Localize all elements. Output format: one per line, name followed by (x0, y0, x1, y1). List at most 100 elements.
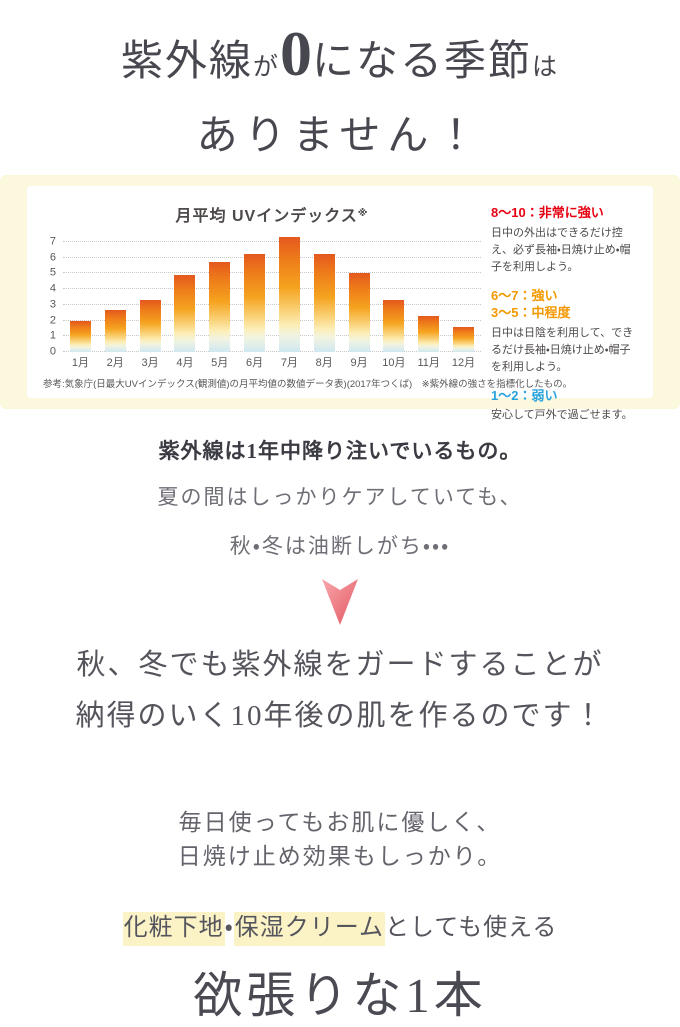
gentle-text: 毎日使ってもお肌に優しく、 日焼け止め効果もしっかり。 (0, 806, 680, 875)
chart-x-axis: 1月 2月 3月 4月 5月 6月 7月 8月 9月 10月 11月 12月 (63, 355, 481, 371)
chart-footnote: 参考:気象庁(日最大UVインデックス(観測値)の月平均値の数値データ表)(201… (43, 379, 573, 390)
bar-7月 (278, 237, 300, 352)
chart-plot-area: 0 1 2 3 4 5 6 7 (41, 234, 481, 357)
headline-zero: 0 (280, 18, 312, 89)
bar-11月 (418, 315, 440, 352)
uv-index-legend: 8～10：非常に強い 日中の外出はできるだけ控え、必ず長袖・日焼け止め・帽子を利… (481, 200, 637, 421)
usage-highlight-cream: 保湿クリーム (233, 911, 386, 946)
bar-slot (411, 234, 446, 352)
y-tick-label: 2 (49, 314, 56, 327)
x-tick-label: 9月 (350, 357, 368, 369)
headline-seg4: になる季節 (312, 39, 533, 85)
page-headline: 紫外線が0になる季節は ありません！ (0, 18, 680, 159)
gridline-6 (63, 256, 481, 258)
y-tick-label: 5 (49, 266, 56, 279)
bar-1月 (69, 320, 91, 352)
legend-item-weak: 1～2：弱い 安心して戸外で過ごせます。 (491, 387, 637, 425)
headline-line2: ありません！ (196, 112, 484, 158)
x-tick-label: 11月 (417, 357, 440, 369)
x-tick-label: 5月 (211, 357, 229, 369)
bar-4月 (174, 274, 196, 352)
uv-chart-band: 月平均 UVインデックス※ 0 1 2 3 4 5 6 7 1月 2月 3月 4月 5月 6月 7月 8月 9… (0, 175, 680, 421)
bar-5月 (209, 262, 231, 352)
claim-text: 秋、冬でも紫外線をガードすることが 納得のいく10年後の肌を作るのです！ (0, 640, 680, 742)
legend-description: 日中は日陰を利用して、できるだけ長袖・日焼け止め・帽子を利用しよう。 (491, 326, 634, 373)
headline-seg1: 紫外線 (120, 39, 253, 85)
bar-slot (237, 234, 272, 352)
x-tick-label: 4月 (176, 357, 194, 369)
gridline-5 (63, 272, 481, 274)
headline-line1: 紫外線が0になる季節は (0, 18, 680, 107)
claim-line2: 納得のいく10年後の肌を作るのです！ (0, 691, 680, 742)
bar-slot (133, 234, 168, 352)
y-tick-label: 0 (49, 345, 56, 358)
bar-slot (272, 234, 307, 352)
uv-chart-card: 月平均 UVインデックス※ 0 1 2 3 4 5 6 7 1月 2月 3月 4月 5月 6月 7月 8月 9… (27, 186, 653, 421)
intro-light-line: 夏の間はしっかりケアしていても、 (157, 485, 523, 509)
bar-slot (98, 234, 133, 352)
intro-text: 紫外線は1年中降り注いでいるもの。 夏の間はしっかりケアしていても、 秋・冬は油… (0, 435, 680, 562)
gridline-7 (63, 240, 481, 242)
headline-seg5: は (532, 54, 560, 81)
intro-light-line: 秋・冬は油断しがち・・・ (229, 533, 451, 558)
closing-headline: 欲張りな1本 (193, 967, 487, 1023)
y-tick-label: 1 (49, 329, 56, 342)
headline-seg2: が (252, 54, 280, 81)
legend-item-strong-moderate: 6～7：強い 3～5：中程度 日中は日陰を利用して、できるだけ長袖・日焼け止め・… (491, 287, 637, 376)
claim-underlined-phrase: 納得のいく10年後の肌 (75, 691, 387, 742)
bar-slot (376, 234, 411, 352)
legend-description: 安心して戸外で過ごせます。 (491, 409, 633, 422)
footnote-mark-icon: ※ (357, 208, 369, 219)
gentle-line1: 毎日使ってもお肌に優しく、 (178, 809, 502, 835)
legend-heading: 8～10：非常に強い (491, 205, 604, 220)
bar-9月 (348, 273, 370, 352)
legend-heading: 1～2：弱い (491, 387, 558, 403)
legend-item-very-strong: 8～10：非常に強い 日中の外出はできるだけ控え、必ず長袖・日焼け止め・帽子を利… (491, 204, 637, 276)
bar-slot (342, 234, 377, 352)
x-tick-label: 6月 (245, 357, 264, 369)
x-tick-label: 10月 (382, 357, 406, 369)
gridline-1 (63, 335, 481, 337)
usage-text: 化粧下地・保湿クリームとしても使える (0, 907, 680, 946)
y-tick-label: 3 (49, 298, 56, 311)
x-tick-label: 3月 (141, 357, 159, 369)
down-arrow-icon (320, 578, 360, 626)
legend-heading: 6～7：強い 3～5：中程度 (491, 287, 571, 321)
gridline-4 (63, 288, 481, 290)
chart-title: 月平均 UVインデックス※ (175, 208, 369, 225)
legend-description: 日中の外出はできるだけ控え、必ず長袖・日焼け止め・帽子を利用しよう。 (491, 226, 631, 273)
gridline-3 (63, 303, 481, 305)
x-tick-label: 1月 (71, 357, 89, 369)
intro-bold-line: 紫外線は1年中降り注いでいるもの。 (158, 439, 522, 463)
claim-line1: 秋、冬でも紫外線をガードすることが (76, 649, 604, 682)
y-tick-label: 6 (49, 251, 56, 264)
chart-plot (63, 234, 481, 352)
bar-8月 (313, 254, 335, 352)
x-tick-label: 7月 (280, 357, 298, 369)
bar-slot (63, 234, 98, 352)
bar-2月 (104, 309, 126, 352)
bar-slot (202, 234, 237, 352)
usage-separator: ・ (224, 914, 234, 941)
chart-bars (63, 234, 481, 352)
x-tick-label: 12月 (451, 357, 476, 369)
x-tick-label: 2月 (106, 357, 124, 369)
y-tick-label: 7 (49, 235, 56, 248)
claim-line2-rest: を作るのです！ (387, 699, 605, 732)
bar-6月 (244, 254, 266, 352)
usage-rest: としても使える (385, 914, 558, 941)
x-tick-label: 8月 (315, 357, 333, 369)
gridline-0 (63, 351, 481, 352)
y-tick-label: 4 (49, 282, 56, 295)
gentle-line2: 日焼け止め効果もしっかり。 (177, 844, 503, 870)
bar-10月 (383, 300, 405, 352)
chart-y-axis: 0 1 2 3 4 5 6 7 (41, 234, 63, 357)
bar-slot (446, 234, 481, 352)
usage-highlight-base: 化粧下地 (122, 911, 225, 946)
uv-chart: 月平均 UVインデックス※ 0 1 2 3 4 5 6 7 1月 2月 3月 4月 5月 6月 7月 8月 9… (41, 200, 573, 390)
bar-3月 (139, 300, 161, 352)
bar-slot (307, 234, 342, 352)
bar-12月 (453, 326, 475, 352)
bar-slot (167, 234, 202, 352)
gridline-2 (63, 319, 481, 321)
